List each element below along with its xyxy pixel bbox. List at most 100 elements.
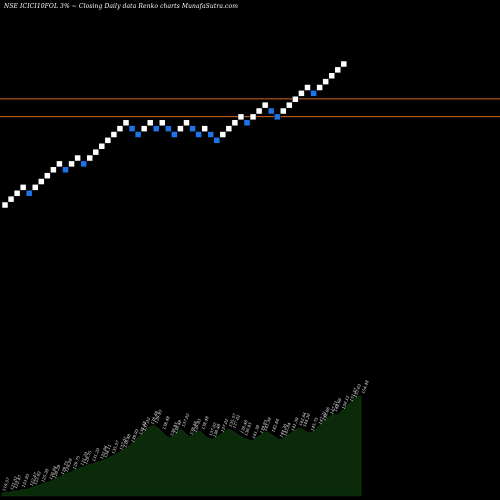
price-label: 137.02 [208, 421, 218, 436]
price-label: 137.02 [118, 435, 128, 450]
up-brick [74, 154, 81, 162]
up-brick [104, 137, 112, 144]
price-label: 137.02 [231, 414, 241, 429]
up-brick [146, 119, 154, 127]
up-brick [13, 190, 21, 197]
down-brick [274, 113, 281, 121]
price-label: 141.39 [290, 416, 300, 431]
price-label: 138.48 [239, 419, 249, 434]
up-brick [68, 160, 75, 168]
price-label: 137.02 [142, 416, 152, 431]
up-brick [116, 125, 124, 132]
price-label: 135.57 [228, 412, 238, 427]
down-brick [153, 125, 160, 132]
down-brick [213, 137, 220, 144]
down-brick [267, 107, 275, 115]
up-brick [19, 184, 27, 191]
price-label: 142.84 [271, 418, 281, 433]
price-label: 123.93 [32, 470, 42, 485]
down-brick [189, 125, 196, 132]
price-label: 148.66 [321, 406, 331, 421]
down-brick [128, 125, 136, 132]
price-label: 119.57 [1, 476, 11, 491]
price-label: 139.93 [169, 421, 179, 436]
price-label: 137.02 [220, 418, 230, 433]
up-brick [219, 131, 227, 138]
up-brick [261, 101, 269, 109]
up-brick [237, 113, 245, 121]
price-label: 125.38 [40, 468, 50, 483]
up-brick [32, 184, 39, 191]
price-label: 147.21 [329, 400, 338, 415]
up-brick [292, 96, 299, 103]
down-brick [80, 160, 87, 168]
up-brick [122, 119, 130, 127]
price-label: 131.20 [91, 447, 101, 462]
price-label: 138.48 [212, 423, 222, 438]
up-brick [322, 78, 329, 85]
volume-area-shape [1, 395, 362, 497]
up-brick [328, 72, 335, 79]
up-brick [140, 125, 148, 132]
up-brick [159, 119, 166, 127]
price-label: 142.84 [282, 421, 292, 436]
price-label: 153.03 [352, 383, 362, 398]
up-brick [280, 107, 287, 115]
up-brick [86, 154, 93, 162]
price-label: 138.48 [122, 433, 132, 448]
up-brick [38, 178, 45, 185]
up-brick [286, 101, 293, 109]
price-label: 139.93 [153, 409, 163, 424]
up-brick [201, 125, 208, 132]
price-label: 122.47 [29, 471, 39, 486]
price-label: 139.93 [130, 428, 140, 443]
price-label: 150.12 [341, 394, 351, 409]
price-label: 135.57 [111, 439, 121, 454]
price-label: 148.66 [333, 397, 343, 412]
price-label: 131.20 [79, 451, 89, 466]
down-brick [25, 190, 33, 197]
price-label: 144.30 [302, 412, 312, 427]
price-label: 147.21 [317, 410, 326, 425]
down-brick [243, 119, 251, 127]
down-brick [165, 125, 172, 132]
price-label: 134.11 [103, 444, 112, 459]
renko-bricks [1, 60, 348, 209]
price-label: 141.39 [263, 416, 273, 431]
price-label: 138.48 [138, 420, 148, 435]
price-label: 126.84 [48, 465, 58, 480]
down-brick [62, 166, 69, 174]
up-brick [298, 90, 305, 97]
down-brick [207, 131, 214, 138]
up-brick [98, 143, 106, 150]
up-brick [110, 131, 118, 138]
price-label: 154.48 [360, 379, 370, 394]
up-brick [56, 160, 63, 168]
price-label: 122.47 [13, 474, 23, 489]
up-brick [304, 84, 311, 91]
price-label: 129.75 [83, 450, 93, 465]
price-label: 139.93 [192, 418, 202, 433]
price-label: 138.48 [150, 410, 160, 425]
up-brick [1, 201, 9, 209]
price-label: 138.48 [189, 420, 199, 435]
down-brick [171, 131, 178, 138]
price-label: 138.48 [161, 415, 171, 430]
up-brick [231, 119, 239, 127]
price-label: 123.93 [21, 473, 31, 488]
price-label: 129.75 [60, 460, 70, 475]
up-brick [316, 84, 323, 91]
price-label: 138.48 [173, 419, 183, 434]
volume-area [1, 395, 362, 497]
up-brick [7, 195, 15, 203]
price-label: 121.02 [9, 475, 19, 490]
up-brick [183, 119, 190, 127]
down-brick [134, 131, 142, 138]
up-brick [92, 148, 99, 156]
price-label: 145.75 [310, 416, 320, 431]
price-label: 129.75 [71, 455, 81, 470]
up-brick [340, 60, 348, 68]
up-brick [249, 113, 257, 121]
price-label: 137.02 [181, 412, 191, 427]
